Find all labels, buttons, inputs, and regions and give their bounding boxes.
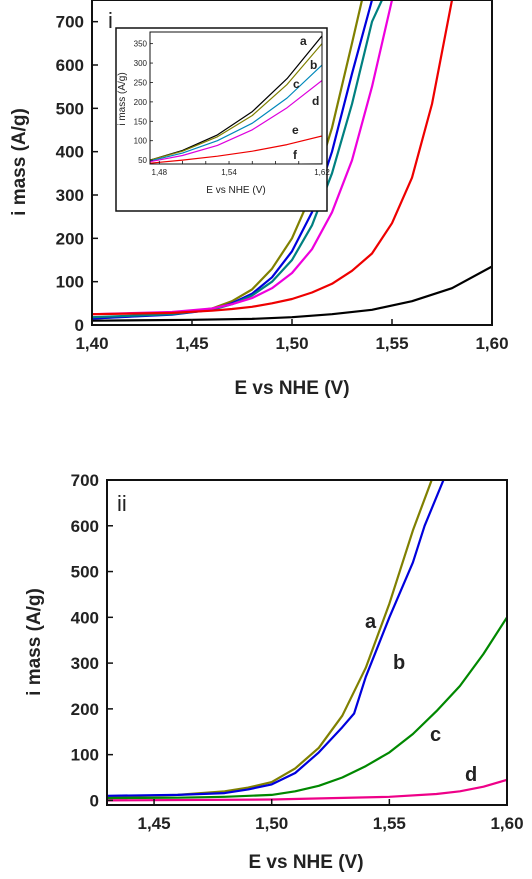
inset-plot-frame — [149, 31, 323, 165]
series-line-c — [150, 64, 322, 162]
inset-curve-label-b: b — [310, 58, 317, 72]
series-line-e — [150, 135, 322, 164]
inset-background — [115, 27, 328, 212]
x-tick-label: 1,48 — [152, 168, 168, 177]
inset-ylabel: i mass (A/g) — [117, 72, 128, 125]
panel-i-curves — [92, 0, 492, 322]
y-tick-label: 600 — [71, 517, 99, 536]
panel-ii-curve-labels: ab c d — [365, 611, 477, 786]
y-tick-label: 350 — [134, 40, 148, 49]
y-tick-label: 0 — [90, 791, 99, 810]
y-tick-label: 50 — [138, 156, 147, 165]
inset-xlabel: E vs NHE (V) — [206, 185, 265, 196]
series-line-c — [107, 616, 507, 800]
panel-ii-curves — [107, 480, 507, 802]
x-tick-label: 1,40 — [75, 334, 108, 353]
series-line-a — [107, 480, 433, 798]
x-tick-label: 1,54 — [221, 168, 237, 177]
x-tick-label: 1,50 — [275, 334, 308, 353]
series-line-b — [107, 480, 445, 797]
inset-curve-label-f: f — [293, 148, 298, 162]
panel-i-xlabel: E vs NHE (V) — [234, 378, 349, 399]
y-tick-label: 200 — [56, 229, 84, 248]
y-tick-label: 200 — [71, 700, 99, 719]
x-tick-label: 1,55 — [373, 814, 406, 833]
panel-ii-ylabel: i mass (A/g) — [24, 588, 45, 696]
series-line-b — [150, 43, 322, 161]
y-tick-label: 700 — [56, 13, 84, 32]
series-line-6 — [92, 265, 492, 322]
inset-curve-label-e: e — [292, 123, 299, 137]
inset-curves — [150, 35, 322, 164]
y-tick-label: 300 — [56, 186, 84, 205]
panel-ii-plot-frame — [106, 479, 508, 806]
y-tick-label: 100 — [134, 137, 148, 146]
x-tick-label: 1,50 — [255, 814, 288, 833]
y-tick-label: 300 — [134, 59, 148, 68]
panel-ii-xlabel: E vs NHE (V) — [248, 852, 363, 873]
panel-i-ticks: 1,40 1,45 1,50 1,55 1,60 0 100 200 300 400 500 600 7… — [56, 13, 509, 353]
y-tick-label: 300 — [71, 654, 99, 673]
panel-i-chart: 1,40 1,45 1,50 1,55 1,60 0 100 200 300 400 500 600 7… — [9, 0, 509, 399]
x-tick-label: 1,45 — [175, 334, 208, 353]
y-tick-label: 400 — [56, 143, 84, 162]
x-tick-label: 1,60 — [490, 814, 523, 833]
series-line-a — [150, 35, 322, 161]
panel-i-ylabel: i mass (A/g) — [9, 108, 30, 216]
series-line-d — [150, 80, 322, 163]
inset-curve-label-d: d — [312, 94, 319, 108]
series-line-4 — [92, 0, 394, 316]
y-tick-label: 250 — [134, 78, 148, 87]
curve-label-b: b — [393, 652, 405, 674]
y-tick-label: 150 — [134, 117, 148, 126]
inset-ticks: 1,48 1,54 1,62 50 100 150 200 250 300 350 — [134, 40, 331, 177]
panel-ii-chart: 1,45 1,50 1,55 1,60 0 100 200 300 400 500 600 700 a… — [24, 471, 524, 873]
x-tick-label: 1,55 — [375, 334, 408, 353]
inset-curve-label-c: c — [293, 77, 300, 91]
panel-ii-ticks: 1,45 1,50 1,55 1,60 0 100 200 300 400 500 600 700 — [71, 471, 524, 833]
curve-label-d: d — [465, 764, 477, 786]
y-tick-label: 500 — [56, 99, 84, 118]
curve-label-c: c — [430, 724, 441, 746]
curve-label-a: a — [365, 611, 377, 633]
x-tick-label: 1,60 — [475, 334, 508, 353]
y-tick-label: 200 — [134, 98, 148, 107]
y-tick-label: 400 — [71, 608, 99, 627]
y-tick-label: 100 — [71, 746, 99, 765]
panel-ii-label: ii — [117, 491, 127, 516]
x-tick-label: 1,62 — [314, 168, 330, 177]
y-tick-label: 100 — [56, 273, 84, 292]
inset-curve-label-a: a — [300, 34, 307, 48]
x-tick-label: 1,45 — [138, 814, 171, 833]
y-tick-label: 700 — [71, 471, 99, 490]
y-tick-label: 600 — [56, 56, 84, 75]
y-tick-label: 500 — [71, 563, 99, 582]
panel-i-label: i — [108, 8, 113, 33]
y-tick-label: 0 — [75, 316, 84, 335]
series-line-5 — [92, 0, 454, 316]
